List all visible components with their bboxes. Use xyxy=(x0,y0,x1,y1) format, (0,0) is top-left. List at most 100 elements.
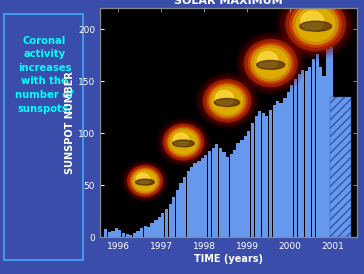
Bar xyxy=(251,123,254,237)
Ellipse shape xyxy=(207,83,248,119)
Bar xyxy=(204,155,207,237)
Bar xyxy=(312,59,315,237)
Bar xyxy=(122,233,125,237)
FancyBboxPatch shape xyxy=(4,14,83,260)
X-axis label: TIME (years): TIME (years) xyxy=(194,254,263,264)
Ellipse shape xyxy=(214,98,240,107)
Bar xyxy=(150,224,154,237)
Ellipse shape xyxy=(198,75,257,127)
Ellipse shape xyxy=(262,56,279,70)
Bar xyxy=(190,167,193,237)
Ellipse shape xyxy=(205,81,249,121)
Ellipse shape xyxy=(269,61,273,65)
Ellipse shape xyxy=(179,138,188,146)
Ellipse shape xyxy=(182,141,185,144)
Ellipse shape xyxy=(175,134,192,150)
Ellipse shape xyxy=(287,0,344,50)
Ellipse shape xyxy=(252,46,289,80)
Bar xyxy=(147,227,150,237)
Ellipse shape xyxy=(125,163,165,199)
Ellipse shape xyxy=(129,166,161,195)
Bar xyxy=(154,220,158,237)
Bar xyxy=(222,152,226,237)
Ellipse shape xyxy=(260,54,281,72)
Ellipse shape xyxy=(276,0,356,60)
Ellipse shape xyxy=(205,81,249,121)
Ellipse shape xyxy=(138,174,153,188)
Ellipse shape xyxy=(252,47,289,80)
Ellipse shape xyxy=(215,90,233,107)
Ellipse shape xyxy=(258,52,278,69)
Bar xyxy=(176,190,179,237)
Ellipse shape xyxy=(169,129,198,155)
Ellipse shape xyxy=(168,128,199,156)
Ellipse shape xyxy=(285,0,346,52)
Ellipse shape xyxy=(136,173,150,185)
Bar xyxy=(219,148,222,237)
Bar xyxy=(211,148,215,237)
Ellipse shape xyxy=(182,141,185,144)
Bar xyxy=(179,183,182,237)
Ellipse shape xyxy=(297,7,335,41)
Ellipse shape xyxy=(165,125,202,159)
Ellipse shape xyxy=(174,134,193,150)
Ellipse shape xyxy=(248,43,293,83)
Ellipse shape xyxy=(163,124,204,160)
Ellipse shape xyxy=(142,179,148,183)
Bar xyxy=(294,79,297,237)
Ellipse shape xyxy=(212,87,242,115)
Bar xyxy=(258,111,261,237)
Ellipse shape xyxy=(290,1,341,47)
Ellipse shape xyxy=(130,168,160,194)
Ellipse shape xyxy=(218,93,237,109)
Bar xyxy=(276,101,279,237)
Ellipse shape xyxy=(135,172,155,190)
Ellipse shape xyxy=(174,133,189,147)
Bar xyxy=(136,231,139,237)
Bar xyxy=(208,151,211,237)
Bar xyxy=(107,232,111,237)
Ellipse shape xyxy=(214,89,240,113)
Bar xyxy=(273,105,276,237)
Ellipse shape xyxy=(173,132,194,152)
Ellipse shape xyxy=(158,120,209,164)
Bar xyxy=(280,103,283,237)
Ellipse shape xyxy=(174,134,193,150)
Ellipse shape xyxy=(133,170,157,192)
Title: THE CORONA APPROACHING
SOLAR MAXIMUM: THE CORONA APPROACHING SOLAR MAXIMUM xyxy=(140,0,317,6)
Ellipse shape xyxy=(296,7,335,41)
Ellipse shape xyxy=(254,48,287,78)
Ellipse shape xyxy=(138,175,152,187)
Bar xyxy=(265,116,269,237)
Bar xyxy=(323,76,326,237)
Ellipse shape xyxy=(203,79,251,122)
Ellipse shape xyxy=(169,130,198,155)
Ellipse shape xyxy=(238,34,304,93)
Ellipse shape xyxy=(129,167,161,195)
Ellipse shape xyxy=(136,179,154,185)
Ellipse shape xyxy=(294,5,337,43)
Ellipse shape xyxy=(311,20,320,28)
Ellipse shape xyxy=(166,127,201,158)
Ellipse shape xyxy=(165,125,202,159)
Ellipse shape xyxy=(163,124,204,160)
Bar xyxy=(144,226,147,237)
Bar xyxy=(111,231,115,237)
Ellipse shape xyxy=(225,99,229,102)
Ellipse shape xyxy=(135,172,154,189)
Bar xyxy=(287,92,290,237)
Ellipse shape xyxy=(139,176,150,186)
Ellipse shape xyxy=(311,20,320,28)
Ellipse shape xyxy=(127,165,163,197)
Ellipse shape xyxy=(209,84,246,118)
Ellipse shape xyxy=(144,180,146,182)
Bar xyxy=(269,110,272,237)
Ellipse shape xyxy=(278,0,353,58)
Ellipse shape xyxy=(220,94,234,107)
Ellipse shape xyxy=(256,50,285,76)
Ellipse shape xyxy=(209,84,246,117)
Ellipse shape xyxy=(224,98,230,104)
Ellipse shape xyxy=(299,10,332,39)
Ellipse shape xyxy=(217,92,237,110)
Ellipse shape xyxy=(130,168,160,194)
